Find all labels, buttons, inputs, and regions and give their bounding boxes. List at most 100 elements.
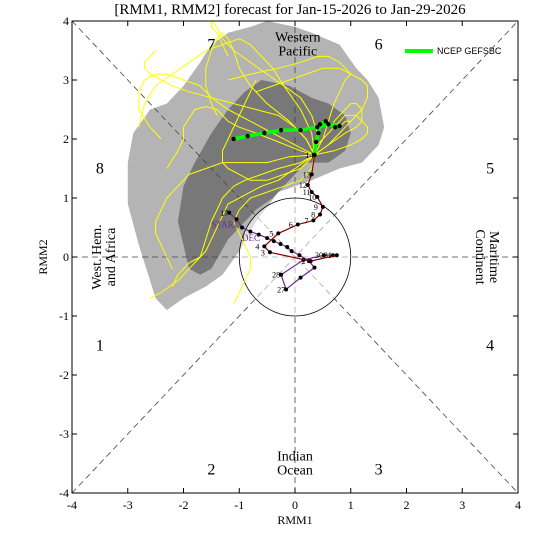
- observed-jan-point: [320, 204, 325, 209]
- phase-label: 4: [486, 338, 494, 355]
- y-tick-label: 2: [63, 132, 69, 146]
- y-tick-label: -2: [59, 368, 69, 382]
- observed-dec-point: [297, 253, 302, 258]
- observed-dec-point: [248, 229, 253, 234]
- ensemble-member-line: [171, 154, 315, 287]
- x-tick-label: 2: [404, 498, 410, 512]
- observed-dec-day-label: 27: [277, 285, 285, 294]
- ensemble-member-line: [205, 32, 315, 156]
- ensemble-member-line: [144, 50, 315, 156]
- observed-jan-point: [315, 194, 320, 199]
- observed-jan-point: [267, 250, 272, 255]
- month-label: DEC: [242, 233, 260, 243]
- legend-label: NCEP GEFSBC: [437, 46, 502, 56]
- ensemble-member-line: [138, 73, 315, 156]
- observed-jan-point: [308, 259, 313, 264]
- x-tick-label: 4: [515, 498, 521, 512]
- y-tick-label: 4: [63, 14, 69, 28]
- ensemble-member-line: [149, 154, 315, 299]
- month-label: START: [211, 220, 239, 230]
- observed-jan-day-label: 5: [269, 229, 273, 238]
- region-western-pacific-line: Pacific: [278, 45, 317, 60]
- mean-point: [337, 123, 342, 129]
- observed-dec-point: [278, 242, 283, 247]
- y-tick-label: -4: [59, 486, 69, 500]
- observed-dec-point: [321, 253, 326, 258]
- y-tick-label: 0: [63, 250, 69, 264]
- observed-dec-day-label: 30: [315, 251, 323, 260]
- observed-jan-point: [262, 244, 267, 249]
- x-tick-label: -1: [234, 498, 244, 512]
- observed-jan-day-label: 1: [328, 251, 332, 260]
- observed-jan-day-label: 8: [311, 211, 315, 220]
- observed-jan-point: [305, 183, 310, 188]
- observed-dec-point: [312, 265, 317, 270]
- phase-label: 5: [486, 161, 494, 178]
- mean-point: [323, 119, 328, 124]
- x-tick-label: 3: [459, 498, 465, 512]
- observed-jan-day-label: 3: [261, 248, 265, 257]
- observed-dec-point: [234, 217, 239, 222]
- observed-dec-point: [279, 272, 284, 277]
- observed-dec-point: [289, 249, 294, 254]
- observed-jan-day-label: 11: [303, 188, 311, 197]
- ensemble-member-line: [210, 20, 318, 155]
- mean-point: [278, 127, 284, 133]
- observed-jan-day-label: 14: [306, 151, 314, 160]
- legend: NCEP GEFSBC: [405, 46, 502, 56]
- phase-label: 6: [375, 37, 383, 54]
- observed-dec-day-label: 17: [220, 209, 228, 218]
- x-tick-label: -4: [67, 498, 77, 512]
- region-maritime-line: Maritime: [486, 231, 501, 283]
- ensemble-member-line: [227, 55, 352, 156]
- ensemble-member-line: [166, 106, 315, 169]
- phase-label: 1: [96, 338, 104, 355]
- observed-dec-point: [298, 275, 303, 280]
- observed-jan-point: [309, 172, 314, 177]
- y-tick-label: 1: [63, 191, 69, 205]
- phase-label: 3: [375, 461, 383, 478]
- region-indian-ocean-line: Ocean: [277, 464, 313, 479]
- observed-jan-day-label: 2: [302, 257, 306, 266]
- ensemble-member-line: [222, 79, 315, 181]
- mean-point: [313, 139, 319, 145]
- x-axis-title: RMM1: [277, 513, 312, 527]
- observed-jan-day-label: 10: [308, 193, 316, 202]
- observed-jan-day-label: 7: [304, 216, 308, 225]
- observed-jan-day-label: 13: [303, 170, 311, 179]
- ensemble-member-line: [233, 154, 315, 305]
- observed-dec-day-label: 28: [272, 271, 280, 280]
- ensemble-member-line: [138, 38, 315, 155]
- y-tick-label: -3: [59, 427, 69, 441]
- chart-title: [RMM1, RMM2] forecast for Jan-15-2026 to…: [114, 2, 466, 18]
- y-tick-label: -1: [59, 309, 69, 323]
- x-tick-label: -3: [123, 498, 133, 512]
- observed-jan-day-label: 9: [314, 203, 318, 212]
- ensemble-member-line: [311, 114, 368, 156]
- observed-dec-point: [271, 239, 276, 244]
- region-maritime-line: Continent: [472, 229, 487, 284]
- x-tick-label: 0: [292, 498, 298, 512]
- unit-circle: [238, 197, 352, 317]
- observed-jan-point: [318, 212, 323, 217]
- observed-dec-day-label: 31: [324, 251, 332, 260]
- observed-dec-point: [240, 225, 245, 230]
- ensemble-member-line: [155, 154, 315, 270]
- y-axis-title: RMM2: [36, 239, 50, 274]
- observed-jan-day-label: 12: [299, 181, 307, 190]
- phase-label: 7: [207, 37, 215, 54]
- mean-point: [231, 136, 236, 142]
- x-tick-label: -2: [179, 498, 189, 512]
- observed-jan-point: [312, 152, 317, 157]
- observed-jan-day-label: 6: [289, 221, 293, 230]
- observed-dec-point: [284, 287, 289, 292]
- region-west-hem-line: West. Hem.: [90, 224, 105, 289]
- mean-point: [298, 127, 303, 133]
- x-tick-label: 1: [348, 498, 354, 512]
- observed-jan-point: [311, 218, 316, 223]
- phase-label: 2: [207, 461, 215, 478]
- observed-jan-point: [295, 222, 300, 227]
